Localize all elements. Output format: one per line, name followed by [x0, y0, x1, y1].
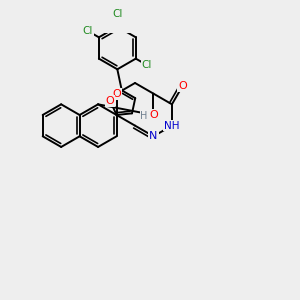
Text: Cl: Cl — [142, 60, 152, 70]
Text: N: N — [149, 131, 158, 141]
Text: NH: NH — [164, 121, 180, 130]
Text: O: O — [112, 88, 121, 99]
Text: H: H — [140, 112, 148, 122]
Text: Cl: Cl — [82, 26, 93, 36]
Text: O: O — [178, 81, 187, 91]
Text: O: O — [149, 110, 158, 120]
Text: Cl: Cl — [112, 9, 122, 19]
Text: O: O — [106, 96, 115, 106]
